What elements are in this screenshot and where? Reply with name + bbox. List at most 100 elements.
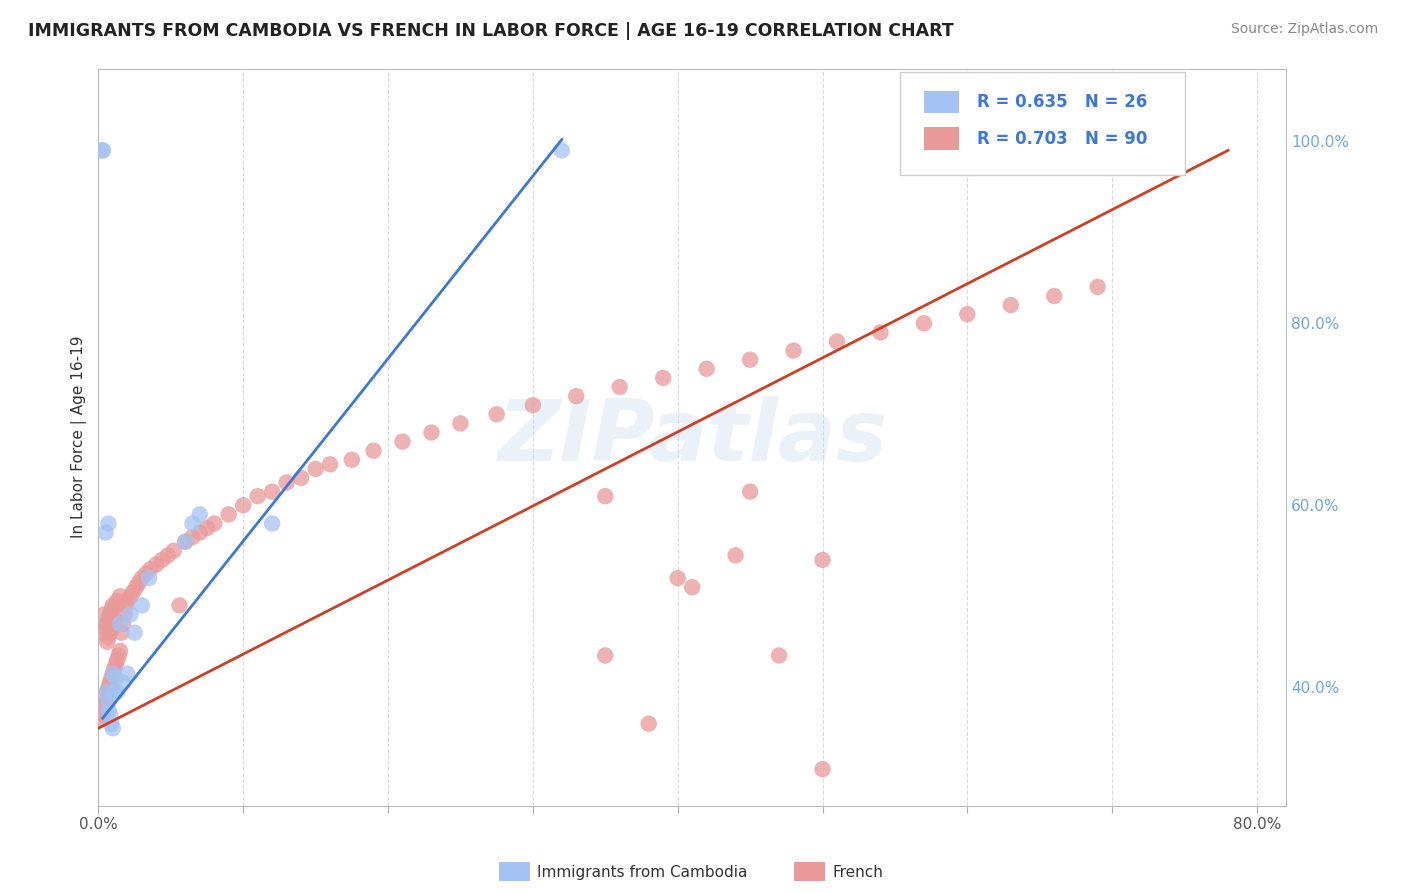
Point (117, 594, 139, 608)
Point (128, 575, 150, 590)
Point (738, 484, 761, 499)
Text: French: French (832, 865, 883, 880)
Point (117, 666, 139, 681)
Point (131, 599, 153, 613)
Point (101, 666, 124, 681)
Point (91, 144, 114, 158)
Point (363, 443, 385, 458)
Point (110, 625, 132, 640)
Point (768, 648, 790, 663)
Y-axis label: In Labor Force | Age 16-19: In Labor Force | Age 16-19 (72, 335, 87, 538)
Point (246, 489, 269, 503)
Point (96, 685, 118, 699)
Point (869, 326, 891, 340)
Point (125, 580, 148, 594)
Text: R = 0.703   N = 90: R = 0.703 N = 90 (977, 129, 1147, 147)
Point (319, 458, 342, 472)
Point (91, 625, 114, 640)
Point (93, 698, 115, 713)
Point (105, 653, 128, 667)
Point (485, 407, 508, 421)
Point (105, 594, 128, 608)
Point (108, 644, 131, 658)
Point (104, 657, 127, 672)
Point (138, 571, 160, 585)
Point (93, 607, 115, 622)
Point (94, 621, 117, 635)
Point (156, 549, 179, 563)
Point (522, 398, 544, 412)
Point (195, 521, 218, 535)
Point (1000, 298, 1022, 312)
Point (97, 612, 120, 626)
Point (104, 599, 127, 613)
Point (108, 616, 131, 631)
Point (150, 553, 173, 567)
Point (103, 685, 125, 699)
Point (100, 671, 122, 685)
Point (825, 334, 848, 349)
FancyBboxPatch shape (900, 72, 1185, 176)
Point (551, 144, 574, 158)
Point (103, 662, 125, 676)
Bar (924, 91, 959, 112)
Text: IMMIGRANTS FROM CAMBODIA VS FRENCH IN LABOR FORCE | AGE 16-19 CORRELATION CHART: IMMIGRANTS FROM CAMBODIA VS FRENCH IN LA… (28, 22, 953, 40)
Point (97, 681, 120, 695)
Point (98, 675, 121, 690)
Point (609, 380, 631, 394)
Point (97, 694, 120, 708)
Point (593, 648, 616, 663)
Point (96, 616, 118, 631)
Point (782, 343, 804, 358)
Point (107, 648, 129, 663)
Text: R = 0.635   N = 26: R = 0.635 N = 26 (977, 93, 1147, 111)
Point (696, 361, 718, 376)
Point (565, 389, 588, 403)
Point (262, 516, 284, 531)
Point (115, 599, 138, 613)
Point (391, 434, 413, 449)
Point (111, 616, 134, 631)
Point (100, 603, 122, 617)
Point (120, 607, 142, 622)
Point (105, 685, 128, 699)
Point (96, 685, 118, 699)
Point (97, 703, 120, 717)
Point (101, 621, 124, 635)
Point (724, 549, 747, 563)
Point (97, 630, 120, 644)
Text: Source: ZipAtlas.com: Source: ZipAtlas.com (1230, 22, 1378, 37)
Point (101, 599, 124, 613)
Point (681, 580, 703, 594)
Point (304, 462, 326, 476)
Point (188, 508, 211, 522)
Point (101, 666, 124, 681)
Point (103, 612, 125, 626)
Point (111, 675, 134, 690)
Point (97, 516, 120, 531)
Point (100, 716, 122, 731)
Point (276, 475, 298, 490)
Point (108, 589, 131, 603)
Point (637, 716, 659, 731)
Point (131, 571, 153, 585)
Point (1043, 289, 1066, 303)
Point (98, 607, 121, 622)
Point (420, 425, 443, 440)
Point (912, 316, 935, 330)
Point (181, 530, 204, 544)
Point (91, 144, 114, 158)
Point (94, 694, 117, 708)
Point (163, 543, 186, 558)
Point (122, 584, 145, 599)
Point (181, 516, 204, 531)
Point (593, 489, 616, 503)
Point (811, 762, 834, 776)
Point (218, 508, 240, 522)
Point (262, 484, 284, 499)
Point (340, 452, 363, 467)
Point (666, 571, 689, 585)
Point (174, 534, 197, 549)
Point (169, 599, 191, 613)
Point (104, 671, 127, 685)
